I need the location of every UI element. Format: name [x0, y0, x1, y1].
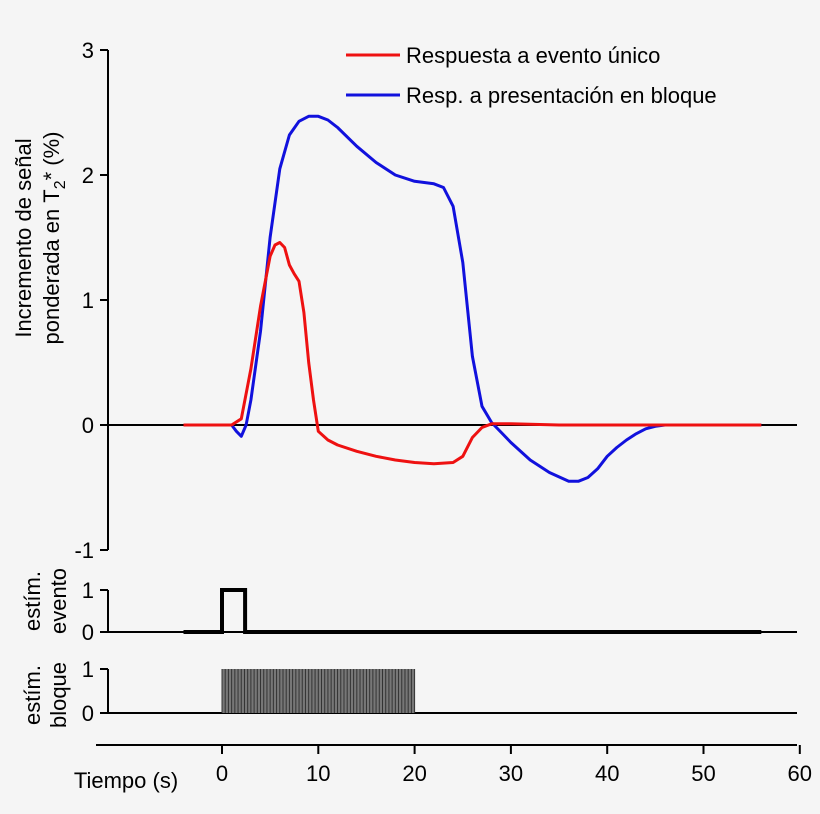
block-y-tick-label: 0: [82, 701, 94, 726]
x-tick-label: 60: [788, 761, 812, 786]
block-y-axis-label: estím. bloque: [20, 662, 71, 728]
x-tick-label: 10: [306, 761, 330, 786]
main-tick-labels: 3 2 1 0 -1: [74, 38, 94, 563]
x-tick-labels: 0 10 20 30 40 50 60: [216, 761, 812, 786]
event-y-axis-label-line2: evento: [46, 568, 71, 634]
main-y-tick-label: 3: [82, 38, 94, 63]
event-panel: estím. evento 10: [20, 568, 797, 645]
series-line-block: [183, 114, 762, 483]
x-tick-label: 20: [402, 761, 426, 786]
legend: Respuesta a evento único Resp. a present…: [346, 43, 717, 108]
block-tick-labels: 10: [82, 657, 94, 726]
legend-label-event: Respuesta a evento único: [406, 43, 660, 68]
event-series-group: [183, 588, 762, 634]
x-axis-lines: [96, 744, 801, 754]
main-y-axis-label-line2: ponderada en T2* (%): [39, 131, 69, 344]
main-y-tick-label: -1: [74, 538, 94, 563]
x-tick-label: 40: [595, 761, 619, 786]
main-y-axis-label: Incremento de señal ponderada en T2* (%): [11, 131, 69, 344]
event-y-axis-label: estím. evento: [20, 568, 71, 634]
series-line-event-stimulus: [183, 588, 762, 634]
main-panel: Incremento de señal ponderada enT2* (%) …: [11, 38, 797, 563]
main-y-tick-label: 2: [82, 163, 94, 188]
event-tick-labels: 10: [82, 578, 94, 645]
series-line-event: [183, 241, 762, 466]
main-series-group: [183, 114, 762, 483]
main-y-axis-label-prefix: ponderada en: [39, 209, 64, 345]
main-y-axis-label-subscript: 2: [52, 180, 69, 189]
block-y-tick-label: 1: [82, 657, 94, 682]
main-y-tick-label: 1: [82, 288, 94, 313]
x-tick-label: 30: [499, 761, 523, 786]
x-axis: 0 10 20 30 40 50 60 Tiempo (s): [74, 744, 812, 793]
main-y-tick-label: 0: [82, 413, 94, 438]
block-series-group: [221, 669, 416, 713]
block-y-axis-label-line2: bloque: [46, 662, 71, 728]
x-axis-label: Tiempo (s): [74, 768, 178, 793]
x-tick-label: 0: [216, 761, 228, 786]
block-panel: estím. bloque 10: [20, 657, 797, 728]
event-y-tick-label: 0: [82, 620, 94, 645]
event-y-axis-label-line1: estím.: [20, 571, 45, 631]
x-tick-label: 50: [691, 761, 715, 786]
main-y-axis-label-suffix: * (%): [39, 131, 64, 180]
event-y-tick-label: 1: [82, 578, 94, 603]
block-y-axis-label-line1: estím.: [20, 665, 45, 725]
block-axes: [100, 668, 797, 714]
main-y-axis-label-line1: Incremento de señal: [11, 138, 36, 337]
legend-label-block: Resp. a presentación en bloque: [406, 83, 717, 108]
event-axes: [100, 589, 797, 633]
main-y-axis-label-symbol: T: [39, 189, 64, 202]
main-axes: [100, 49, 797, 551]
